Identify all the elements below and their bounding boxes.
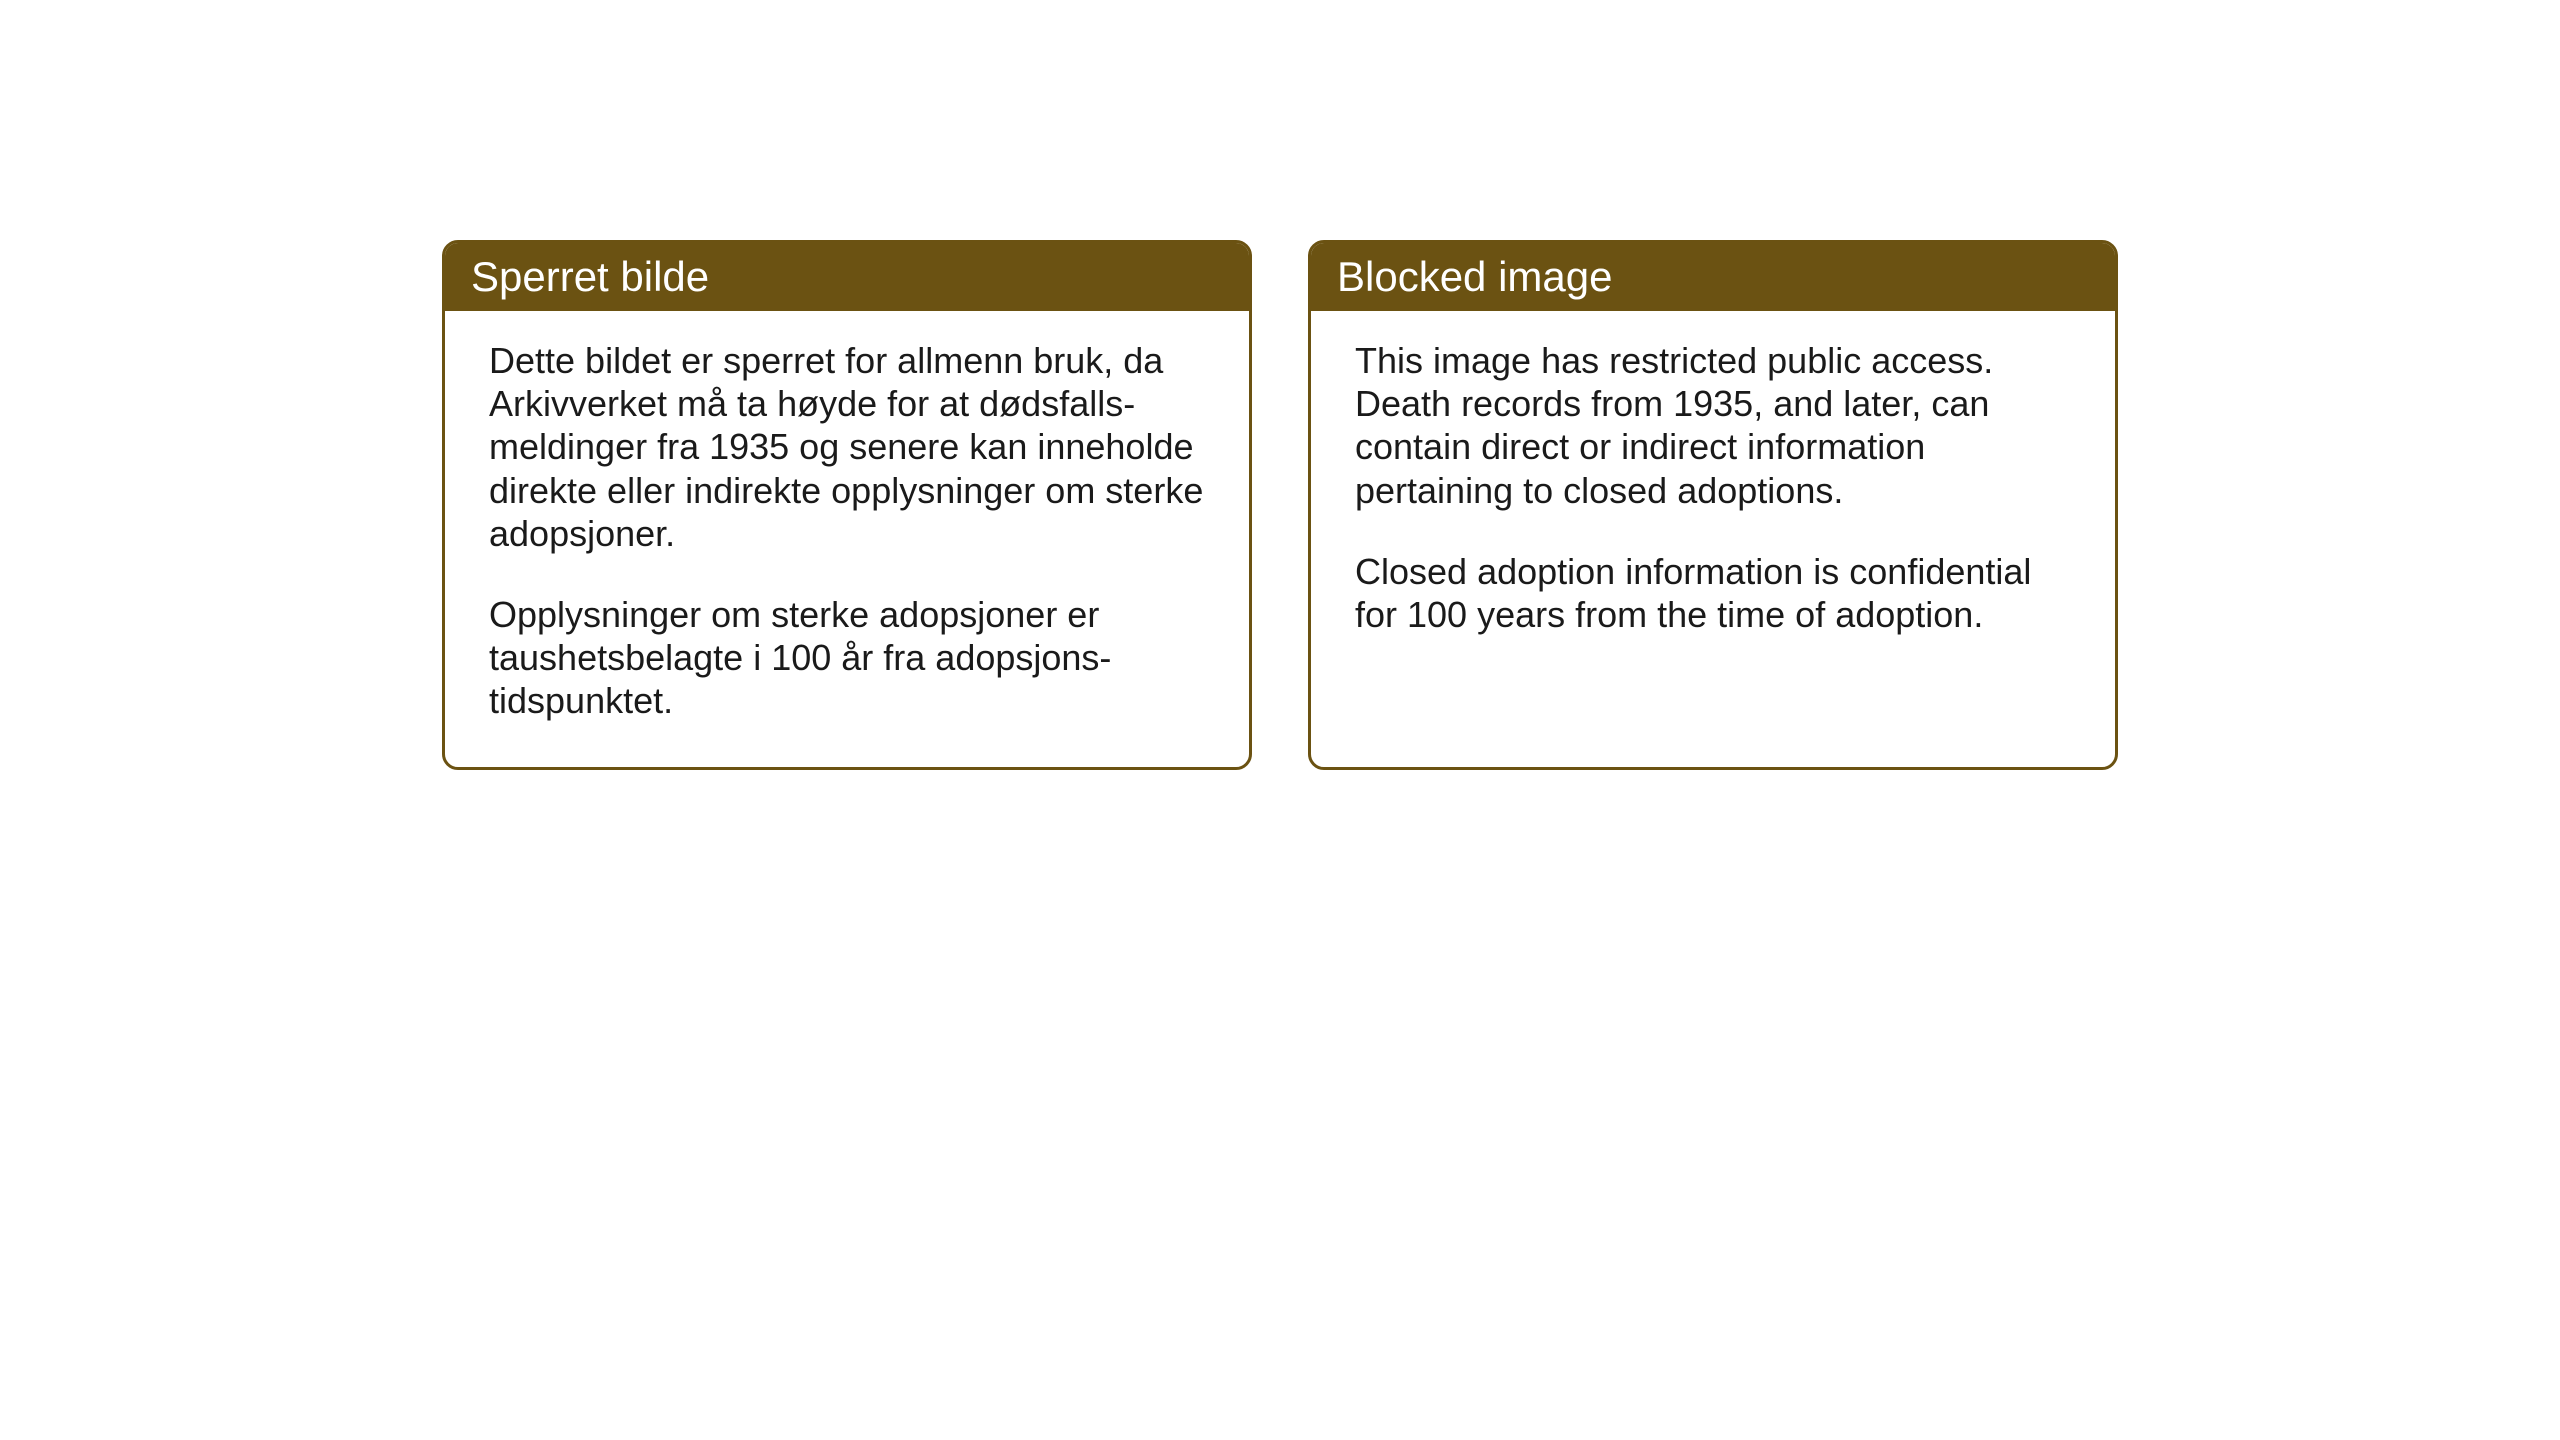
norwegian-card-body: Dette bildet er sperret for allmenn bruk… bbox=[445, 311, 1249, 767]
norwegian-card-header: Sperret bilde bbox=[445, 243, 1249, 311]
norwegian-card-title: Sperret bilde bbox=[471, 253, 709, 300]
norwegian-paragraph-1: Dette bildet er sperret for allmenn bruk… bbox=[489, 339, 1205, 555]
english-card: Blocked image This image has restricted … bbox=[1308, 240, 2118, 770]
cards-container: Sperret bilde Dette bildet er sperret fo… bbox=[442, 240, 2118, 770]
english-card-header: Blocked image bbox=[1311, 243, 2115, 311]
norwegian-card: Sperret bilde Dette bildet er sperret fo… bbox=[442, 240, 1252, 770]
english-card-title: Blocked image bbox=[1337, 253, 1612, 300]
english-paragraph-2: Closed adoption information is confident… bbox=[1355, 550, 2071, 636]
norwegian-paragraph-2: Opplysninger om sterke adopsjoner er tau… bbox=[489, 593, 1205, 723]
english-card-body: This image has restricted public access.… bbox=[1311, 311, 2115, 680]
english-paragraph-1: This image has restricted public access.… bbox=[1355, 339, 2071, 512]
